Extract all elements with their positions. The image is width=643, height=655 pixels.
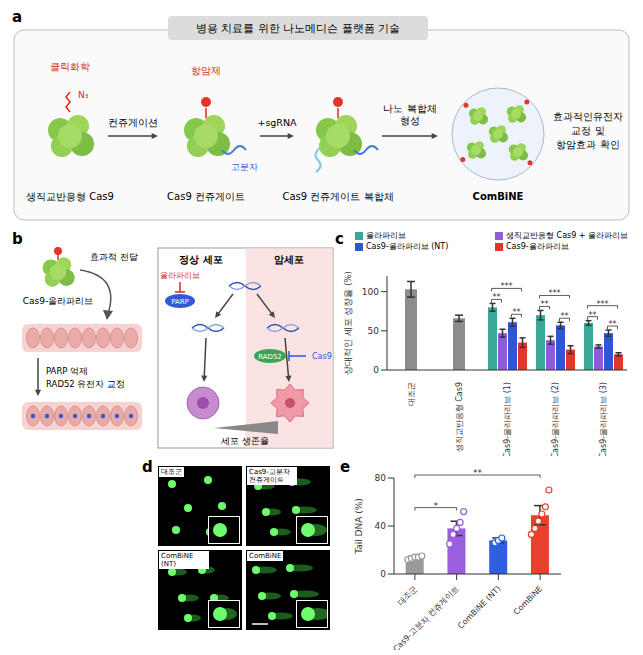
- html-text:올라파리브: 올라파리브: [366, 231, 406, 240]
- svg-text:병용 치료를 위한 나노메디슨 플랫폼 기술: 병용 치료를 위한 나노메디슨 플랫폼 기술: [196, 22, 400, 35]
- html-text:생직교반응형 Cas9 + 올라파리브: 생직교반응형 Cas9 + 올라파리브: [506, 231, 629, 240]
- svg-text:**: **: [609, 320, 617, 329]
- svg-text:세포 생존율: 세포 생존율: [221, 436, 269, 446]
- svg-text:Cas9-올라파리브: Cas9-올라파리브: [23, 296, 93, 306]
- svg-text:클릭화학: 클릭화학: [50, 61, 90, 72]
- svg-text:100: 100: [362, 287, 379, 297]
- html-text:d: d: [142, 458, 153, 476]
- svg-text:RAD52: RAD52: [258, 353, 282, 361]
- html-text:ComBiNE (NT): ComBiNE (NT): [161, 552, 194, 568]
- svg-text:RAD52 유전자 교정: RAD52 유전자 교정: [46, 379, 125, 389]
- svg-text:***: ***: [549, 289, 561, 298]
- svg-text:ComBiNE: ComBiNE: [473, 191, 524, 202]
- html-text:대조군: 대조군: [161, 468, 182, 476]
- svg-text:b: b: [12, 230, 23, 248]
- svg-text:정상 세포: 정상 세포: [179, 254, 222, 265]
- svg-text:**: **: [473, 468, 483, 478]
- svg-text:암세포: 암세포: [274, 254, 304, 265]
- svg-text:80: 80: [375, 473, 387, 483]
- svg-text:0: 0: [373, 365, 379, 375]
- svg-text:**: **: [589, 311, 597, 320]
- html-text:Cas9-올라파리브 (NT): Cas9-올라파리브 (NT): [366, 242, 449, 251]
- html-text:Cas9-고분자 컨쥬게이트: Cas9-고분자 컨쥬게이트: [249, 468, 290, 484]
- svg-text:상대적인 세포 성장율 (%): 상대적인 세포 성장율 (%): [343, 271, 353, 375]
- svg-text:Cas9-올라파리브 (1): Cas9-올라파리브 (1): [503, 382, 512, 456]
- svg-text:Cas9-올라파리브 (2): Cas9-올라파리브 (2): [551, 382, 560, 456]
- svg-text:교정 및: 교정 및: [571, 125, 604, 136]
- svg-text:+sgRNA: +sgRNA: [257, 117, 297, 128]
- svg-text:대조군: 대조군: [396, 584, 419, 607]
- svg-text:Tail DNA (%): Tail DNA (%): [354, 498, 364, 555]
- svg-text:PARP: PARP: [171, 298, 189, 306]
- svg-text:효과적인유전자: 효과적인유전자: [553, 111, 623, 122]
- svg-text:컨쥬게이션: 컨쥬게이션: [108, 117, 158, 128]
- svg-text:형성: 형성: [400, 115, 420, 126]
- svg-text:***: ***: [501, 282, 513, 291]
- svg-text:효과적 전달: 효과적 전달: [90, 252, 138, 262]
- svg-text:**: **: [541, 300, 549, 309]
- svg-text:항암제: 항암제: [191, 65, 221, 76]
- svg-text:ComBiNE: ComBiNE: [512, 584, 545, 617]
- html-text:Cas9-올라파리브: Cas9-올라파리브: [506, 242, 569, 251]
- svg-text:Cas9 컨쥬게이트 복합체: Cas9 컨쥬게이트 복합체: [282, 191, 393, 202]
- svg-text:ComBiNE (NT): ComBiNE (NT): [456, 584, 502, 630]
- svg-text:***: ***: [597, 300, 609, 309]
- svg-text:PARP 억제: PARP 억제: [46, 366, 88, 376]
- svg-text:a: a: [12, 8, 22, 26]
- svg-text:0: 0: [380, 569, 386, 579]
- html-text:e: e: [340, 458, 351, 476]
- svg-text:40: 40: [375, 521, 387, 531]
- svg-text:**: **: [513, 308, 521, 317]
- svg-text:50: 50: [368, 326, 380, 336]
- svg-text:생직교반응형 Cas9: 생직교반응형 Cas9: [26, 191, 114, 202]
- svg-text:Cas9: Cas9: [312, 352, 332, 361]
- svg-text:Cas9 컨쥬게이트: Cas9 컨쥬게이트: [167, 191, 245, 202]
- svg-text:N₃: N₃: [78, 90, 89, 100]
- svg-text:**: **: [493, 293, 501, 302]
- svg-text:항암효과 확인: 항암효과 확인: [556, 139, 619, 150]
- svg-text:Cas9-올라파리브 (3): Cas9-올라파리브 (3): [599, 382, 608, 456]
- svg-text:생직교반응형 Cas9: 생직교반응형 Cas9: [455, 382, 464, 452]
- svg-text:고분자: 고분자: [231, 162, 258, 172]
- svg-text:Cas9-고분자 컨쥬게이트: Cas9-고분자 컨쥬게이트: [391, 584, 460, 650]
- html-text:ComBiNE: ComBiNE: [249, 552, 282, 560]
- svg-text:*: *: [434, 501, 439, 511]
- svg-text:나노 복합체: 나노 복합체: [383, 103, 436, 114]
- svg-text:**: **: [561, 312, 569, 321]
- html-text:c: c: [335, 230, 344, 248]
- svg-text:대조군: 대조군: [407, 382, 416, 406]
- svg-text:올라파리브: 올라파리브: [160, 271, 200, 280]
